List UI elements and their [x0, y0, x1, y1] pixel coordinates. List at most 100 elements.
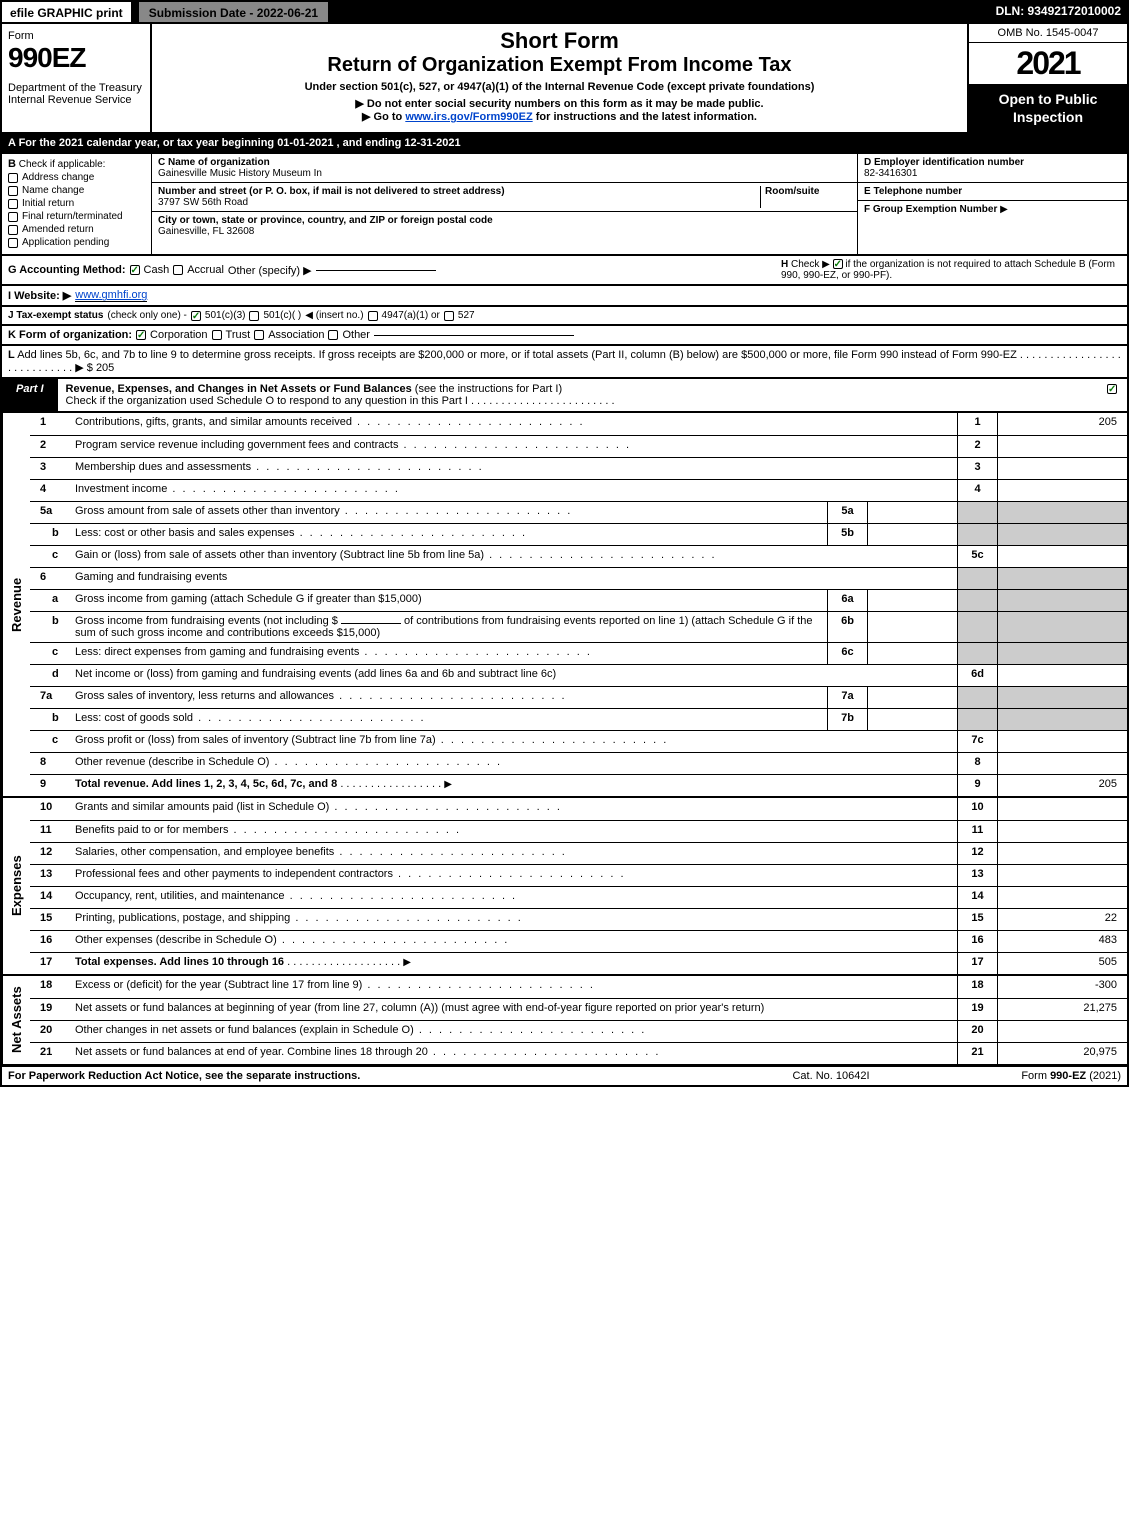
ln6d-num: d — [30, 664, 70, 686]
ln6-shade2 — [997, 567, 1127, 589]
part-1-header: Part I Revenue, Expenses, and Changes in… — [0, 379, 1129, 413]
ln6c-shade2 — [997, 642, 1127, 664]
chk-501c[interactable] — [249, 311, 259, 321]
chk-address-change[interactable] — [8, 173, 18, 183]
ln6c-mini: 6c — [827, 642, 867, 664]
ln6a-minival — [867, 589, 957, 611]
ln6b-blank[interactable] — [341, 623, 401, 624]
chk-label-0: Address change — [22, 172, 94, 183]
omb-number: OMB No. 1545-0047 — [969, 24, 1127, 43]
ln17-num: 17 — [30, 952, 70, 974]
tax-year: 2021 — [969, 43, 1127, 84]
part1-grid: Revenue 1Contributions, gifts, grants, a… — [0, 413, 1129, 1066]
k-opt-0: Corporation — [150, 329, 207, 341]
chk-h[interactable] — [833, 259, 843, 269]
ln6b-label: Gross income from fundraising events (no… — [70, 611, 827, 642]
chk-part1-scho[interactable] — [1107, 384, 1117, 394]
chk-4947[interactable] — [368, 311, 378, 321]
chk-label-1: Name change — [22, 185, 84, 196]
chk-final-return[interactable] — [8, 212, 18, 222]
ln6b-shade1 — [957, 611, 997, 642]
ln6a-shade2 — [997, 589, 1127, 611]
ln6d-val — [997, 664, 1127, 686]
ln15-val: 22 — [997, 908, 1127, 930]
ln3-lnnum: 3 — [957, 457, 997, 479]
org-address: 3797 SW 56th Road — [158, 197, 760, 208]
chk-amended-return[interactable] — [8, 225, 18, 235]
ln7b-shade2 — [997, 708, 1127, 730]
ln12-num: 12 — [30, 842, 70, 864]
ln2-val — [997, 435, 1127, 457]
ln19-num: 19 — [30, 998, 70, 1020]
chk-527[interactable] — [444, 311, 454, 321]
l-amount: ▶ $ 205 — [75, 362, 114, 374]
chk-initial-return[interactable] — [8, 199, 18, 209]
ln15-num: 15 — [30, 908, 70, 930]
ssn-note: ▶ Do not enter social security numbers o… — [162, 97, 957, 110]
chk-other-org[interactable] — [328, 330, 338, 340]
chk-501c3[interactable] — [191, 311, 201, 321]
chk-association[interactable] — [254, 330, 264, 340]
ln12-val — [997, 842, 1127, 864]
part-1-tab: Part I — [2, 379, 58, 411]
website-link[interactable]: www.gmhfi.org — [75, 289, 147, 302]
ln1-label: Contributions, gifts, grants, and simila… — [70, 413, 957, 435]
f-lbl: F Group Exemption Number — [864, 204, 997, 215]
ln6d-label: Net income or (loss) from gaming and fun… — [70, 664, 957, 686]
open-public-inspection: Open to Public Inspection — [969, 84, 1127, 132]
ln17-lnnum: 17 — [957, 952, 997, 974]
ln7b-label: Less: cost of goods sold — [70, 708, 827, 730]
g-lbl: G Accounting Method: — [8, 264, 126, 276]
ln6a-num: a — [30, 589, 70, 611]
ln5c-num: c — [30, 545, 70, 567]
k-opt-3: Other — [342, 329, 370, 341]
dln-label: DLN: 93492172010002 — [988, 0, 1129, 24]
c-city-lbl: City or town, state or province, country… — [158, 215, 851, 226]
c-addr-lbl: Number and street (or P. O. box, if mail… — [158, 186, 760, 197]
ln17-val: 505 — [997, 952, 1127, 974]
chk-label-3: Final return/terminated — [22, 211, 123, 222]
ln5a-mini: 5a — [827, 501, 867, 523]
ln8-label: Other revenue (describe in Schedule O) — [70, 752, 957, 774]
ln13-num: 13 — [30, 864, 70, 886]
info-block: B Check if applicable: Address change Na… — [0, 154, 1129, 256]
ln15-label: Printing, publications, postage, and shi… — [70, 908, 957, 930]
g-other: Other (specify) ▶ — [228, 264, 312, 277]
submission-date: Submission Date - 2022-06-21 — [137, 0, 330, 24]
chk-trust[interactable] — [212, 330, 222, 340]
ln5a-shade1 — [957, 501, 997, 523]
note2-post: for instructions and the latest informat… — [533, 111, 757, 123]
top-bar: efile GRAPHIC print Submission Date - 20… — [0, 0, 1129, 24]
ln6b-mini: 6b — [827, 611, 867, 642]
g-accrual: Accrual — [187, 264, 224, 276]
header-left: Form 990EZ Department of the Treasury In… — [2, 24, 152, 132]
room-suite-lbl: Room/suite — [765, 186, 851, 197]
chk-corporation[interactable] — [136, 330, 146, 340]
efile-label[interactable]: efile GRAPHIC print — [0, 0, 133, 24]
ln11-label: Benefits paid to or for members — [70, 820, 957, 842]
j-opt2: 501(c)( ) — [263, 310, 301, 321]
g-other-input[interactable] — [316, 270, 436, 271]
ln16-num: 16 — [30, 930, 70, 952]
ln6-num: 6 — [30, 567, 70, 589]
chk-name-change[interactable] — [8, 186, 18, 196]
ln7a-shade2 — [997, 686, 1127, 708]
k-other-input[interactable] — [374, 335, 574, 336]
h-text2: if the organization is not required to a… — [781, 259, 1115, 281]
chk-application-pending[interactable] — [8, 238, 18, 248]
ln14-lnnum: 14 — [957, 886, 997, 908]
ln21-lnnum: 21 — [957, 1042, 997, 1064]
irs-link[interactable]: www.irs.gov/Form990EZ — [405, 111, 532, 123]
ln12-label: Salaries, other compensation, and employ… — [70, 842, 957, 864]
l-text: Add lines 5b, 6c, and 7b to line 9 to de… — [17, 349, 1017, 361]
chk-cash[interactable] — [130, 265, 140, 275]
ln6c-label: Less: direct expenses from gaming and fu… — [70, 642, 827, 664]
ln16-lnnum: 16 — [957, 930, 997, 952]
ln16-label: Other expenses (describe in Schedule O) — [70, 930, 957, 952]
ln19-lnnum: 19 — [957, 998, 997, 1020]
ln5a-num: 5a — [30, 501, 70, 523]
chk-accrual[interactable] — [173, 265, 183, 275]
ln11-num: 11 — [30, 820, 70, 842]
ln10-label: Grants and similar amounts paid (list in… — [70, 798, 957, 820]
ln9-label-text: Total revenue. Add lines 1, 2, 3, 4, 5c,… — [75, 778, 337, 790]
